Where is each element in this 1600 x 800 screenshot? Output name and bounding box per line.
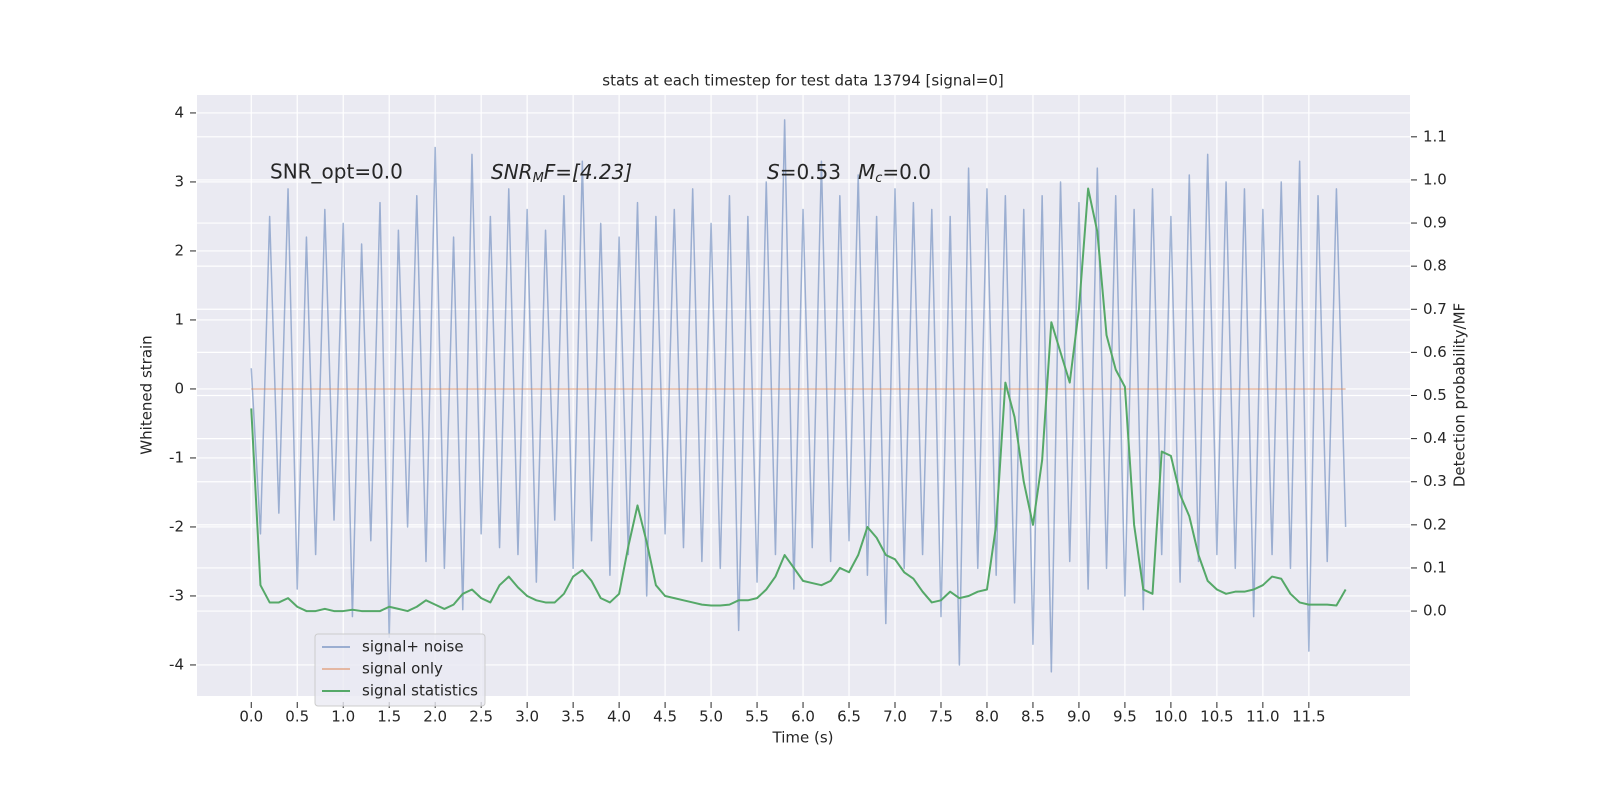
y-tick-label: -1 [169,448,184,466]
x-tick-label: 9.0 [1067,708,1091,726]
x-tick-label: 4.0 [607,708,631,726]
y2-tick-label: 1.0 [1423,170,1447,188]
annotation: S=0.53 Mc=0.0 [767,160,931,186]
y-tick-label: 0 [174,379,184,397]
y-axis-label: Whitened strain [138,335,156,454]
y-tick-label: 3 [174,172,184,190]
x-tick-label: 6.0 [791,708,815,726]
annotation-part: =0.53 [780,160,841,184]
x-tick-label: 10.5 [1200,708,1233,726]
y2-tick-label: 0.6 [1423,343,1447,361]
x-tick-label: 9.5 [1113,708,1137,726]
y2-tick-label: 0.7 [1423,300,1447,318]
legend-label: signal statistics [362,682,478,700]
series-line [250,119,1347,673]
y-tick-label: -2 [169,517,184,535]
x-tick-label: 3.0 [515,708,539,726]
legend: signal+ noise signal only signal statistic… [314,633,486,707]
legend-label: signal+ noise [362,638,464,656]
y2-tick-label: 0.8 [1423,257,1447,275]
legend-box [314,633,486,707]
x-tick-label: 8.5 [1021,708,1045,726]
x-tick-label: 11.5 [1292,708,1325,726]
y2-tick-label: 1.1 [1423,127,1447,145]
x-tick-label: 6.5 [837,708,861,726]
x-axis-label: Time (s) [772,729,834,747]
x-tick-label: 4.5 [653,708,677,726]
y2-tick-label: 0.3 [1423,472,1447,490]
y2-tick-label: 0.4 [1423,429,1447,447]
annotation-part: F=[4.23] [544,160,632,184]
y-tick-label: 1 [174,310,184,328]
y2-tick-label: 0.9 [1423,214,1447,232]
y2-tick-label: 0.5 [1423,386,1447,404]
y-tick-label: -3 [169,586,184,604]
annotation-part: =0.0 [882,160,931,184]
y2-tick-label: 0.1 [1423,558,1447,576]
legend-label: signal only [362,660,443,678]
chart-title: stats at each timestep for test data 137… [602,72,1003,90]
x-tick-label: 8.0 [975,708,999,726]
x-tick-label: 5.5 [745,708,769,726]
y2-axis-label: Detection probability/MF [1451,303,1469,487]
x-tick-label: 1.5 [377,708,401,726]
x-tick-label: 3.5 [561,708,585,726]
x-tick-label: 2.5 [469,708,493,726]
series-line [250,187,1347,613]
annotation: SNRMF=[4.23] [491,160,632,186]
x-tick-label: 7.5 [929,708,953,726]
annotation-part: c [875,171,882,186]
annotation-part: S [767,160,780,184]
y-tick-label: 2 [174,241,184,259]
annotation-part: M [533,171,544,186]
y2-tick-label: 0.0 [1423,602,1447,620]
annotation-part: M [858,160,875,184]
x-tick-label: 0.5 [285,708,309,726]
x-tick-label: 7.0 [883,708,907,726]
annotation-part: SNR [491,160,533,184]
y-tick-label: -4 [169,655,184,673]
x-tick-label: 0.0 [239,708,263,726]
annotation: SNR_opt=0.0 [270,160,403,184]
y-tick-label: 4 [174,103,184,121]
x-tick-label: 2.0 [423,708,447,726]
x-tick-label: 11.0 [1246,708,1279,726]
x-tick-label: 5.0 [699,708,723,726]
y2-tick-label: 0.2 [1423,515,1447,533]
x-tick-label: 10.0 [1154,708,1187,726]
x-tick-label: 1.0 [331,708,355,726]
